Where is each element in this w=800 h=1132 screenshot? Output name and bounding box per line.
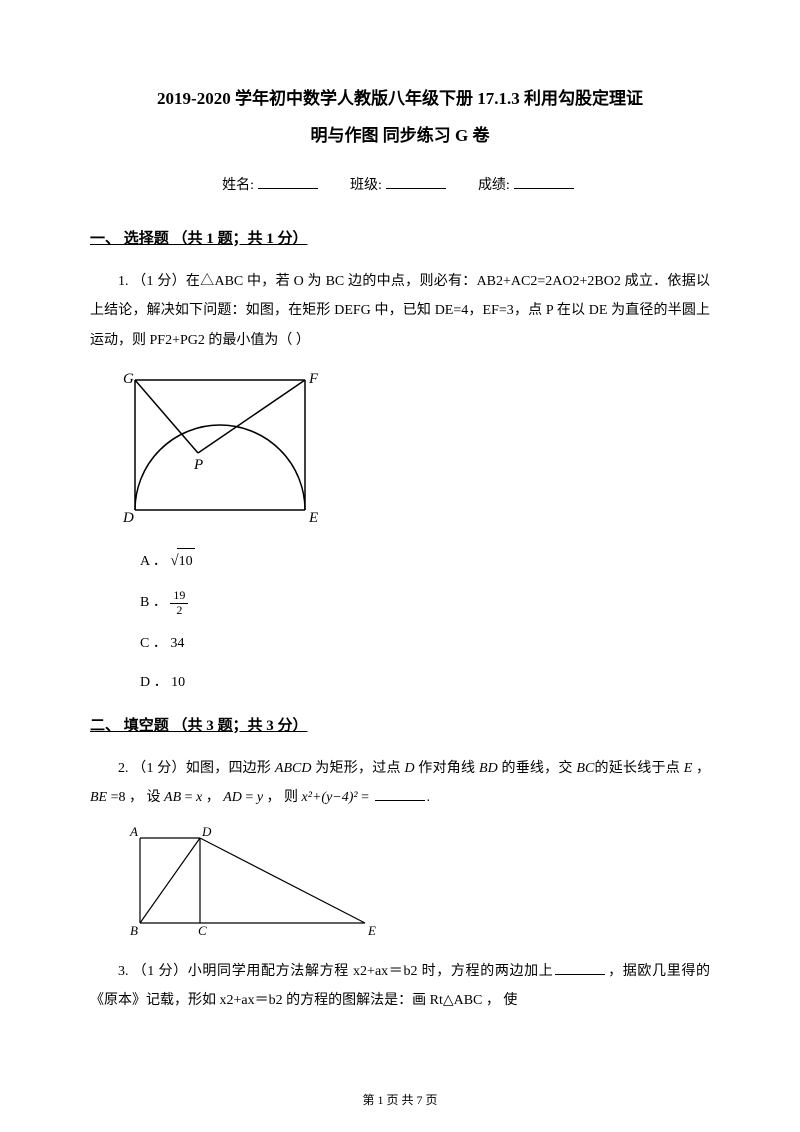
option-a-prefix: A ． [140,554,167,569]
fraction-icon: 19 2 [170,589,188,616]
section-1-header: 一、 选择题 （共 1 题；共 1 分） [90,226,710,253]
question-3-text: 3. （1 分）小明同学用配方法解方程 x2+ax＝b2 时，方程的两边加上，据… [90,957,710,1016]
option-a: A ． √10 [140,548,710,575]
option-b-prefix: B ． [140,595,167,610]
question-1-text: 1. （1 分）在△ABC 中，若 O 为 BC 边的中点，则必有：AB2+AC… [90,267,710,355]
svg-text:D: D [122,510,134,525]
title-line-2: 明与作图 同步练习 G 卷 [90,117,710,154]
answer-blank-q2 [375,787,425,801]
section-2-header: 二、 填空题 （共 3 题；共 3 分） [90,713,710,740]
svg-text:E: E [367,923,376,938]
option-c: C ． 34 [140,631,710,656]
answer-blank-q3 [555,961,605,975]
class-label: 班级: [350,178,382,193]
sqrt-icon: √10 [170,548,194,575]
svg-text:F: F [308,371,319,387]
page-footer: 第 1 页 共 7 页 [0,1090,800,1112]
svg-text:P: P [193,457,203,473]
svg-text:B: B [130,923,138,938]
svg-text:G: G [123,371,134,387]
option-d: D ． 10 [140,670,710,695]
svg-text:E: E [308,510,318,525]
figure-1: G F D E P [120,365,710,534]
question-2-text: 2. （1 分）如图，四边形 ABCD 为矩形，过点 D 作对角线 BD 的垂线… [90,754,710,813]
score-label: 成绩: [478,178,510,193]
figure-2: A D B C E [120,823,710,947]
svg-text:D: D [201,824,212,839]
document-title: 2019-2020 学年初中数学人教版八年级下册 17.1.3 利用勾股定理证 … [90,80,710,155]
option-b: B ． 19 2 [140,589,710,616]
score-blank [514,175,574,189]
svg-text:C: C [198,923,207,938]
class-blank [386,175,446,189]
name-blank [258,175,318,189]
info-row: 姓名: 班级: 成绩: [90,173,710,198]
title-line-1: 2019-2020 学年初中数学人教版八年级下册 17.1.3 利用勾股定理证 [90,80,710,117]
name-label: 姓名: [222,178,254,193]
svg-text:A: A [129,824,138,839]
